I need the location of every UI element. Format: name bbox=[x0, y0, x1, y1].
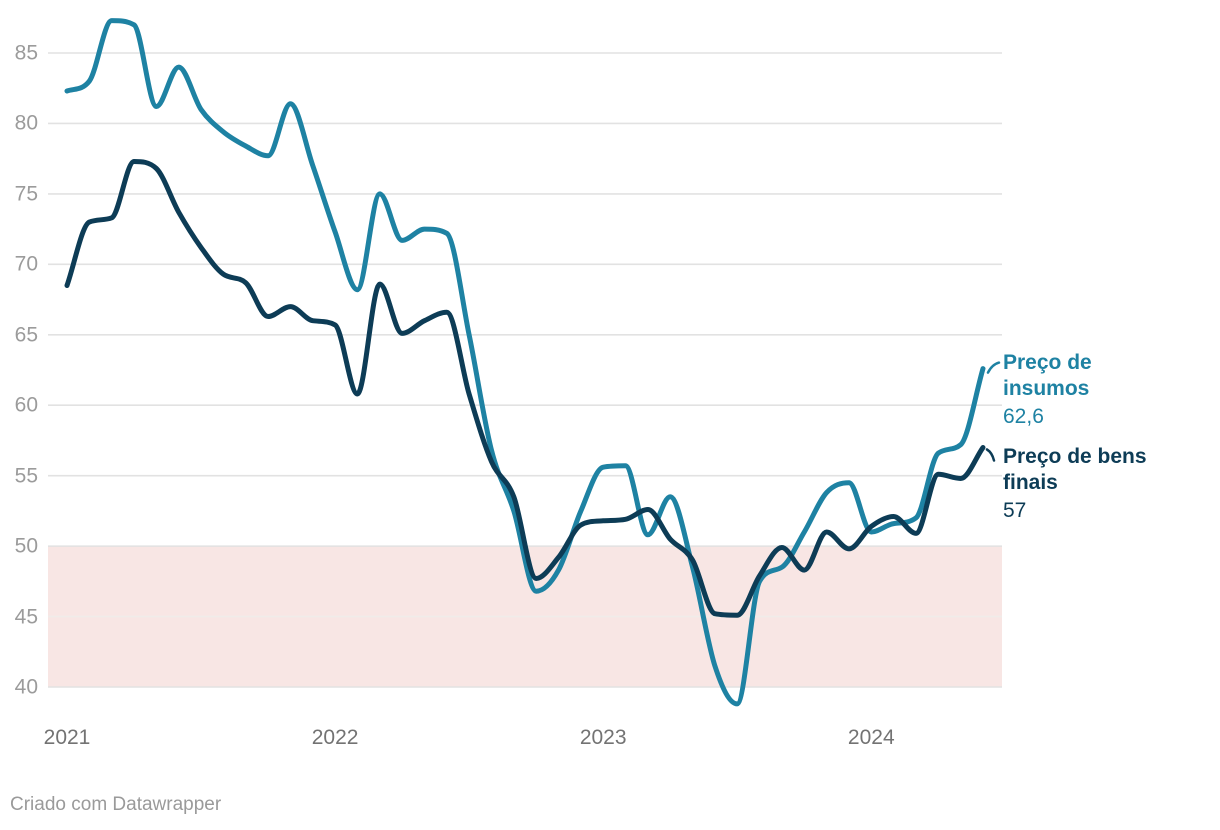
y-tick-label-65: 65 bbox=[14, 323, 38, 347]
x-tick-label-2023: 2023 bbox=[579, 726, 627, 749]
series-value-bens-finais: 57 bbox=[1003, 499, 1027, 522]
data-lines bbox=[64, 18, 986, 707]
series-label-bens-finais: Preço de bens finais 57 bbox=[1003, 444, 1175, 524]
series-value-insumos: 62,6 bbox=[1003, 405, 1044, 428]
connector-tick-bens-finais bbox=[985, 448, 996, 462]
series-label-insumos: Preço de insumos 62,6 bbox=[1003, 350, 1133, 430]
horizontal-gridlines bbox=[48, 52, 1002, 688]
x-tick-label-2021: 2021 bbox=[43, 726, 91, 749]
y-tick-label-60: 60 bbox=[14, 393, 38, 417]
y-tick-label-85: 85 bbox=[14, 41, 38, 65]
x-tick-label-2022: 2022 bbox=[311, 726, 359, 749]
y-tick-label-45: 45 bbox=[14, 605, 38, 629]
connector-tick-insumos bbox=[986, 361, 1001, 374]
line-bens-finais bbox=[64, 159, 986, 618]
series-name-bens-finais: Preço de bens finais bbox=[1003, 445, 1147, 494]
y-tick-label-50: 50 bbox=[14, 534, 38, 558]
y-tick-label-70: 70 bbox=[14, 252, 38, 276]
y-tick-label-75: 75 bbox=[14, 182, 38, 206]
datawrapper-credit: Criado com Datawrapper bbox=[10, 794, 222, 815]
line-insumos bbox=[64, 18, 986, 707]
y-tick-label-40: 40 bbox=[14, 675, 38, 699]
x-tick-label-2024: 2024 bbox=[847, 726, 895, 749]
y-tick-label-80: 80 bbox=[14, 111, 38, 135]
end-label-connector-ticks bbox=[985, 361, 1001, 462]
series-name-insumos: Preço de insumos bbox=[1003, 351, 1092, 400]
y-tick-label-55: 55 bbox=[14, 464, 38, 488]
